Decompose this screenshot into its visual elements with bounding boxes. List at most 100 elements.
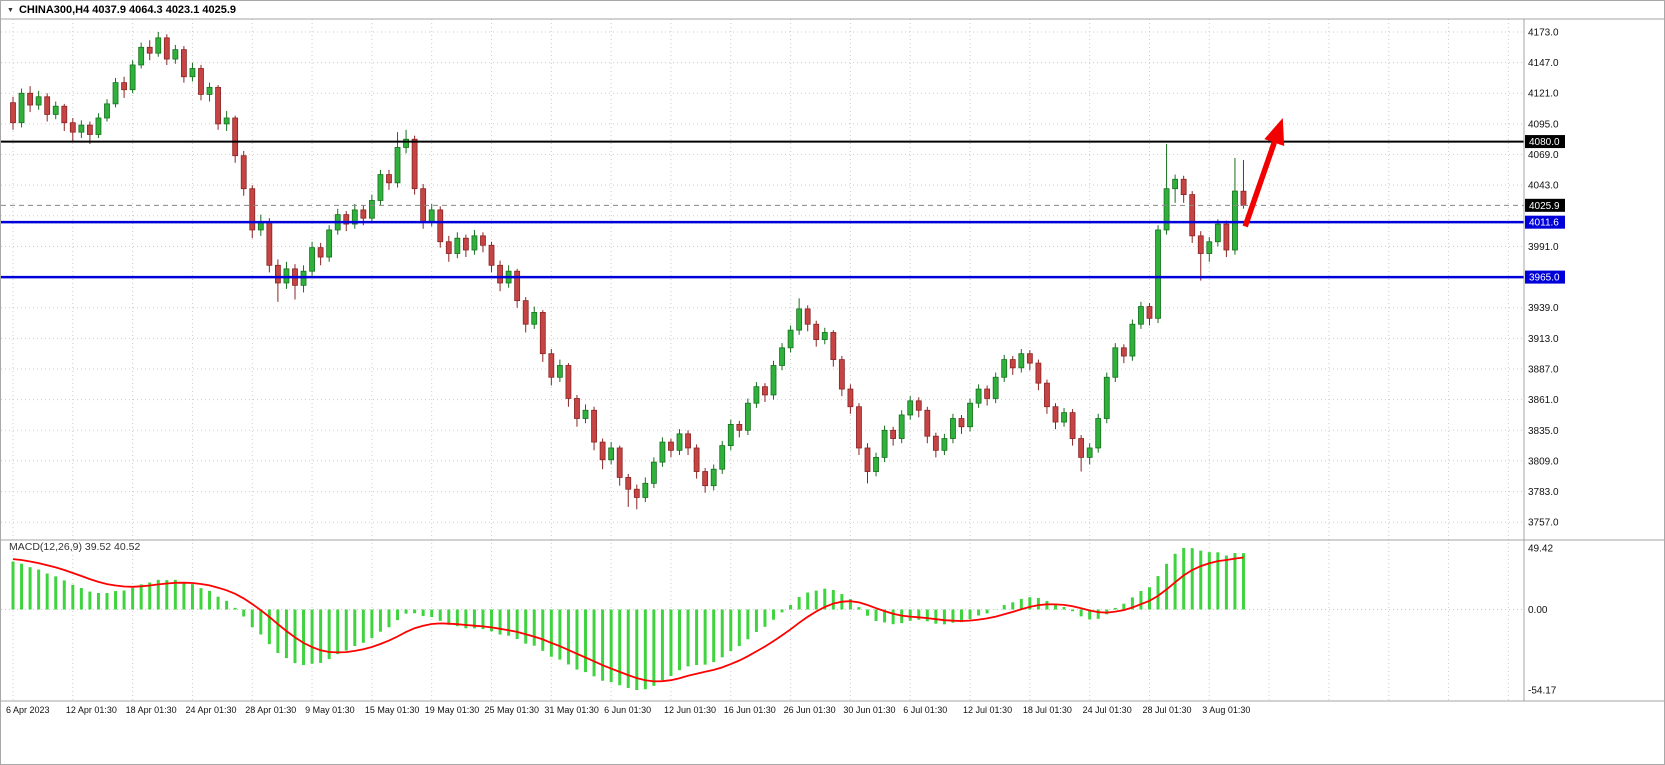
candle	[240, 155, 247, 190]
svg-text:16 Jun 01:30: 16 Jun 01:30	[724, 705, 776, 715]
candle	[650, 461, 657, 484]
candle	[941, 438, 948, 451]
trend-arrow[interactable]	[1242, 117, 1285, 228]
candle	[565, 365, 572, 399]
candle	[368, 200, 375, 219]
candle	[351, 209, 358, 225]
candle	[702, 471, 709, 487]
svg-text:3 Aug 01:30: 3 Aug 01:30	[1202, 705, 1250, 715]
candle	[274, 264, 281, 284]
candle	[403, 138, 409, 148]
svg-text:9 May 01:30: 9 May 01:30	[305, 705, 355, 715]
candle	[1009, 359, 1016, 369]
macd-signal-line	[12, 556, 1244, 683]
candle	[753, 386, 760, 404]
chart-menu-icon[interactable]: ▼	[7, 6, 14, 14]
candles	[10, 31, 1247, 510]
candle	[591, 409, 597, 443]
candle	[710, 468, 717, 487]
candle	[608, 447, 615, 461]
candle	[676, 433, 683, 451]
candle	[44, 96, 51, 115]
candle	[1001, 359, 1008, 378]
svg-text:3939.0: 3939.0	[1528, 303, 1559, 314]
candle	[1026, 353, 1033, 364]
candle	[514, 270, 521, 302]
candle	[69, 122, 76, 133]
macd-axis[interactable]: 49.42 0.00 -54.17	[1528, 544, 1557, 697]
candle	[539, 312, 546, 355]
macd-indicator-label: MACD(12,26,9) 39.52 40.52	[9, 541, 140, 553]
candle	[1180, 178, 1187, 195]
svg-text:4043.0: 4043.0	[1528, 181, 1559, 192]
candle	[1035, 362, 1042, 384]
svg-text:3783.0: 3783.0	[1528, 487, 1559, 498]
candle	[249, 188, 256, 231]
candle	[796, 308, 803, 331]
candle	[719, 445, 726, 470]
candle	[189, 68, 196, 78]
svg-text:25 May 01:30: 25 May 01:30	[485, 705, 540, 715]
candle	[488, 244, 495, 266]
candle	[1232, 190, 1238, 251]
candle	[112, 82, 119, 105]
svg-text:4011.6: 4011.6	[1529, 218, 1559, 229]
candle	[138, 46, 145, 66]
svg-text:3835.0: 3835.0	[1528, 426, 1559, 437]
candle	[821, 332, 828, 340]
candle	[1052, 406, 1059, 423]
candle	[437, 209, 444, 243]
candle	[984, 388, 991, 399]
candle	[898, 414, 905, 439]
svg-text:18 Jul 01:30: 18 Jul 01:30	[1023, 705, 1072, 715]
candle	[548, 353, 555, 378]
svg-text:3991.0: 3991.0	[1528, 242, 1559, 253]
candle	[1172, 178, 1179, 190]
svg-text:4080.0: 4080.0	[1529, 137, 1560, 148]
candle	[838, 359, 845, 390]
price-axis[interactable]: 4173.0 4147.0 4121.0 4095.0 4069.0 4043.0 3991…	[1528, 27, 1559, 528]
candle	[78, 124, 85, 133]
candle	[1086, 447, 1093, 458]
candle	[574, 398, 580, 419]
candle	[326, 229, 333, 258]
candle	[659, 441, 666, 463]
candle	[1078, 438, 1085, 458]
quote-text: CHINA300,H4 4037.9 4064.3 4023.1 4025.9	[18, 4, 237, 16]
candle	[386, 174, 392, 184]
candle	[10, 102, 16, 124]
candle	[932, 435, 939, 451]
candle	[625, 477, 632, 490]
quote-header: ▼ CHINA300,H4 4037.9 4064.3 4023.1 4025.…	[7, 4, 236, 16]
candle	[377, 174, 384, 201]
candle	[428, 209, 435, 223]
svg-text:24 Apr 01:30: 24 Apr 01:30	[185, 705, 236, 715]
svg-text:3861.0: 3861.0	[1528, 395, 1559, 406]
time-axis[interactable]: 6 Apr 2023 12 Apr 01:30 18 Apr 01:30 24 Apr…	[6, 705, 1250, 715]
candle	[1206, 241, 1213, 254]
candle	[1120, 347, 1127, 357]
svg-text:19 May 01:30: 19 May 01:30	[425, 705, 480, 715]
candle	[454, 237, 461, 254]
candle	[497, 264, 503, 284]
svg-text:24 Jul 01:30: 24 Jul 01:30	[1083, 705, 1132, 715]
candle	[1138, 306, 1144, 325]
candle	[317, 247, 324, 258]
candle	[462, 237, 469, 251]
svg-text:15 May 01:30: 15 May 01:30	[365, 705, 420, 715]
candle	[1223, 223, 1230, 251]
price-badge: 4025.9	[1525, 198, 1565, 212]
candle	[27, 92, 33, 106]
candle	[1129, 323, 1136, 357]
svg-text:18 Apr 01:30: 18 Apr 01:30	[126, 705, 177, 715]
price-badge: 3965.0	[1525, 270, 1565, 284]
svg-text:3809.0: 3809.0	[1528, 456, 1559, 467]
price-badge: 4011.6	[1525, 215, 1565, 229]
svg-text:26 Jun 01:30: 26 Jun 01:30	[784, 705, 836, 715]
candle	[633, 488, 640, 498]
svg-text:3913.0: 3913.0	[1528, 334, 1559, 345]
candle	[1214, 223, 1221, 243]
candle	[1044, 382, 1050, 408]
